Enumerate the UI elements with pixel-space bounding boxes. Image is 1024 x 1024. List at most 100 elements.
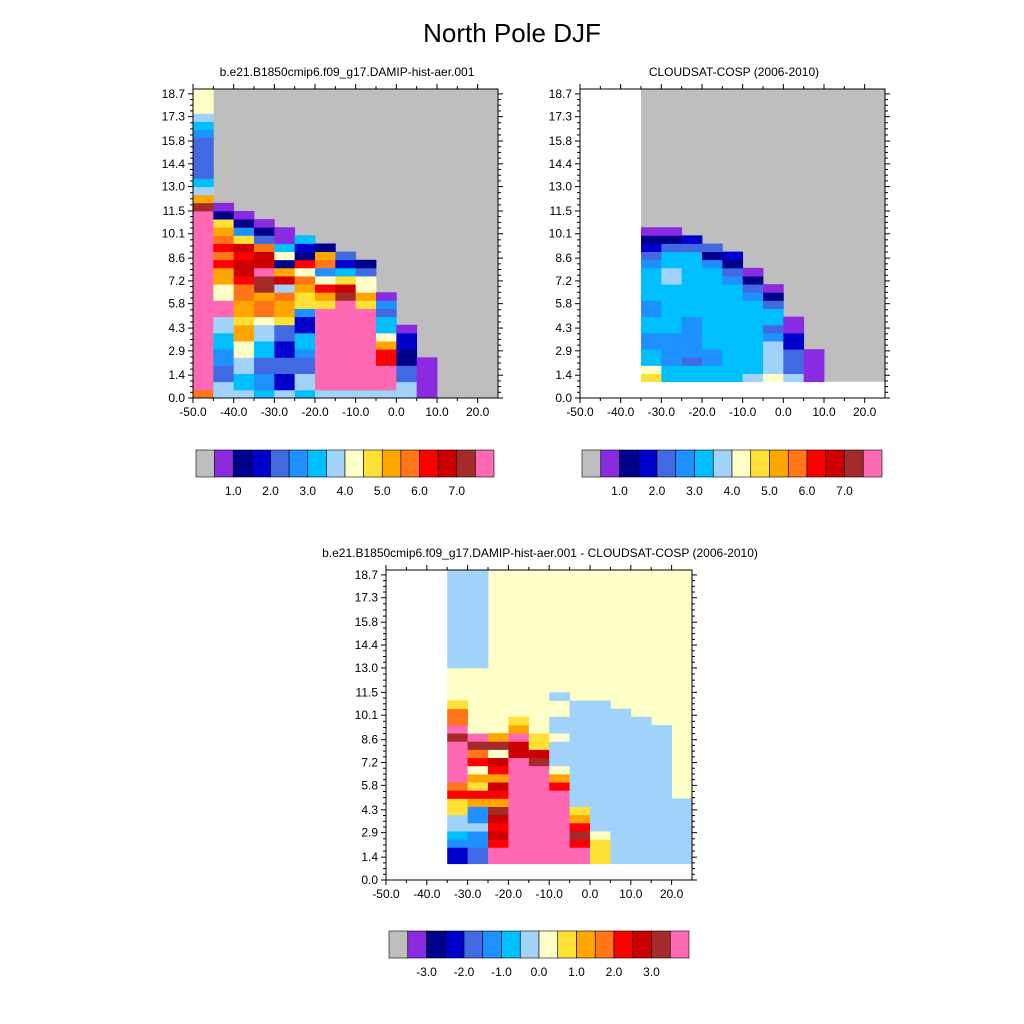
- heatmap-cell: [335, 267, 357, 277]
- heatmap-cell: [722, 349, 744, 366]
- heatmap-cell: [335, 259, 357, 269]
- colorbar-swatch: [270, 449, 290, 478]
- heatmap-cell: [549, 716, 570, 726]
- colorbar-swatch: [557, 930, 577, 959]
- heatmap-cell: [315, 276, 336, 285]
- heatmap-cell: [376, 308, 397, 318]
- heatmap-cell: [233, 235, 255, 244]
- heatmap-cell: [742, 284, 764, 293]
- heatmap-cell: [315, 251, 336, 261]
- y-tick-label: 18.7: [355, 568, 379, 582]
- heatmap-cell: [569, 782, 591, 799]
- heatmap-cell: [254, 219, 275, 228]
- heatmap-cell: [467, 790, 489, 799]
- heatmap-cell: [447, 700, 468, 710]
- colorbar-swatch: [251, 449, 271, 478]
- heatmap-cell: [233, 276, 255, 285]
- colorbar-swatch: [388, 930, 409, 959]
- heatmap-cell: [702, 251, 723, 261]
- heatmap-cell: [274, 389, 296, 399]
- heatmap-cell: [213, 332, 235, 350]
- heatmap-cell: [233, 357, 255, 375]
- heatmap-cell: [722, 300, 744, 318]
- colorbar-label: 3.0: [643, 965, 660, 979]
- heatmap-cell: [254, 227, 275, 236]
- colorbar-label: 5.0: [374, 484, 391, 498]
- heatmap-cell: [508, 716, 530, 726]
- heatmap-cell: [274, 373, 296, 391]
- heatmap-cell: [376, 365, 397, 391]
- heatmap-cell: [274, 300, 296, 318]
- heatmap-cell: [467, 570, 489, 669]
- colorbar-swatch: [787, 449, 808, 478]
- heatmap-cell: [315, 243, 336, 253]
- heatmap-cell: [641, 365, 662, 375]
- heatmap-cell: [274, 251, 296, 261]
- heatmap-cell: [590, 782, 611, 799]
- heatmap-cell: [447, 831, 468, 840]
- heatmap-cell: [274, 324, 296, 342]
- heatmap-cell: [488, 765, 509, 775]
- heatmap-cell: [651, 782, 672, 799]
- heatmap-cell: [376, 389, 397, 399]
- heatmap-cell: [376, 349, 397, 366]
- heatmap-cell: [569, 749, 591, 767]
- heatmap-cell: [783, 349, 805, 375]
- colorbar-swatch: [501, 930, 521, 959]
- heatmap-cell: [722, 259, 744, 269]
- heatmap-cell: [294, 389, 316, 399]
- heatmap-cell: [671, 814, 693, 832]
- y-tick-label: 17.3: [162, 110, 186, 124]
- missing-data-region: [447, 863, 692, 880]
- colorbar-swatch: [400, 449, 420, 478]
- heatmap-cell: [488, 790, 509, 799]
- heatmap-cell: [254, 341, 275, 358]
- y-tick-label: 13.0: [549, 180, 573, 194]
- heatmap-cell: [274, 276, 296, 285]
- heatmap-cell: [294, 243, 316, 253]
- heatmap-cell: [213, 219, 235, 228]
- heatmap-cell: [488, 773, 509, 783]
- heatmap-cell: [213, 381, 235, 399]
- heatmap-cell: [294, 316, 316, 334]
- colorbar-swatch: [712, 449, 733, 478]
- heatmap-cell: [233, 251, 255, 261]
- heatmap-cell: [763, 341, 784, 375]
- heatmap-cell: [488, 847, 509, 865]
- heatmap-cell: [528, 757, 550, 767]
- colorbar-swatch: [288, 449, 309, 478]
- heatmap-cell: [590, 847, 611, 865]
- x-tick-label: -40.0: [220, 405, 248, 419]
- heatmap-cell: [467, 749, 489, 759]
- heatmap-cell: [610, 733, 632, 750]
- heatmap-cell: [274, 357, 296, 375]
- heatmap-cell: [528, 749, 550, 759]
- colorbar-swatch: [594, 930, 615, 959]
- panel-observation-title: CLOUDSAT-COSP (2006-2010): [649, 65, 819, 79]
- colorbar-swatch: [426, 930, 446, 959]
- y-tick-label: 14.4: [162, 157, 186, 171]
- heatmap-cell: [661, 316, 683, 334]
- heatmap-cell: [213, 300, 235, 318]
- heatmap-cell: [467, 806, 489, 824]
- heatmap-cell: [315, 284, 336, 293]
- missing-data-region: [641, 381, 885, 398]
- heatmap-cell: [722, 267, 744, 277]
- y-tick-label: 17.3: [355, 591, 379, 605]
- y-tick-label: 4.3: [168, 321, 185, 335]
- plot-frame: [192, 88, 499, 399]
- heatmap-cell: [488, 798, 509, 807]
- heatmap-cell: [335, 284, 357, 293]
- colorbar-label: 1.0: [611, 484, 628, 498]
- heatmap-cell: [528, 765, 550, 865]
- heatmap-cell: [447, 790, 468, 799]
- heatmap-cell: [213, 365, 235, 383]
- y-tick-label: 0.0: [361, 873, 378, 887]
- heatmap-cell: [549, 773, 570, 783]
- heatmap-cell: [488, 733, 509, 742]
- heatmap-cell: [722, 332, 744, 350]
- heatmap-cell: [641, 300, 662, 318]
- colorbar-label: 4.0: [337, 484, 354, 498]
- heatmap-cell: [528, 733, 550, 750]
- colorbar-swatch: [538, 930, 559, 959]
